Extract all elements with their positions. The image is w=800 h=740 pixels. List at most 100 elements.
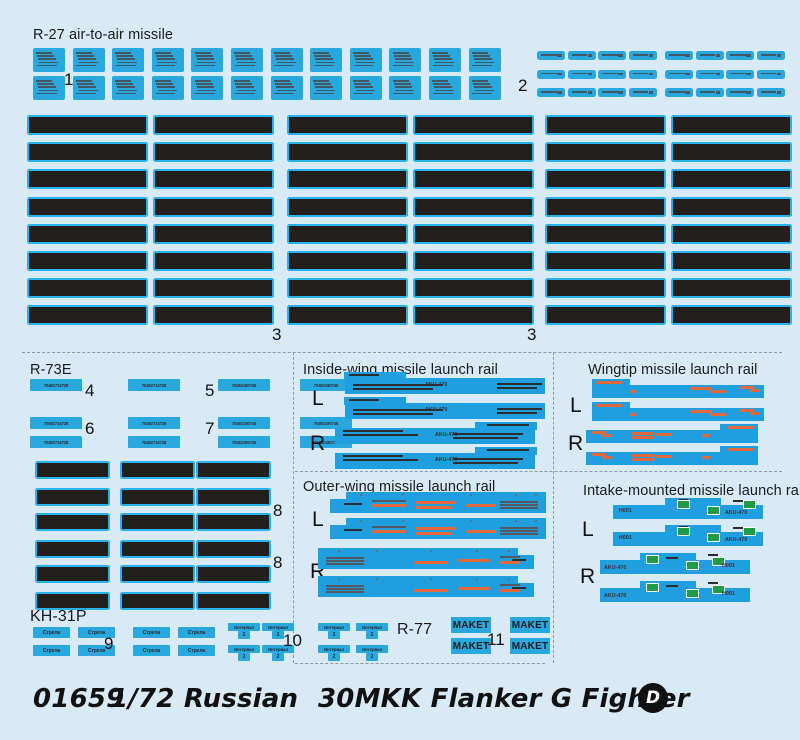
decal-maket: MAKET xyxy=(451,638,491,654)
rail-marking xyxy=(416,532,452,535)
decal-kh31p-tag: Стрела xyxy=(133,645,170,656)
rail-wingtip-left xyxy=(592,379,764,398)
decal-r27-stencil xyxy=(151,76,184,100)
rail-rivet xyxy=(430,578,432,580)
rail-label: AKU-470 xyxy=(425,382,448,388)
decal-r27-stripe xyxy=(628,69,657,79)
decal-black-stripe xyxy=(671,196,792,217)
rail-green-panel xyxy=(686,561,699,570)
rail-rivet xyxy=(338,550,340,552)
rail-marking xyxy=(353,413,433,415)
rail-intake-right: AKU-470 H001 xyxy=(600,553,750,574)
decal-kh31p-interval-tag: Интервал xyxy=(228,645,260,653)
decal-r27-stripe xyxy=(756,69,785,79)
rail-marking xyxy=(497,412,537,414)
decal-r27-stencil xyxy=(112,76,145,100)
rail-outer-wing-right xyxy=(318,576,534,597)
decal-black-stripe xyxy=(545,115,666,135)
decal-r73e-tag: 70492180745 xyxy=(300,417,352,429)
decal-black-stripe xyxy=(413,251,534,271)
rail-marking xyxy=(466,530,496,533)
group-number-8-b: 8 xyxy=(273,553,283,572)
decal-kh31p-tag: Стрела xyxy=(78,627,115,638)
decal-r73e-tag: 70492734728 xyxy=(30,379,82,391)
rail-marking xyxy=(500,556,520,558)
rail-rivet xyxy=(360,494,362,496)
decal-kh31p-interval-sub: 2 xyxy=(366,631,378,639)
decal-black-stripe xyxy=(35,513,110,531)
rail-outer-wing-left xyxy=(330,518,546,539)
group-number-5: 5 xyxy=(205,381,215,400)
rail-marking xyxy=(349,374,379,377)
rail-marking xyxy=(592,431,606,434)
decal-kh31p-interval-tag: Интервал xyxy=(262,623,294,631)
rail-marking xyxy=(740,386,754,389)
rail-marking xyxy=(466,504,496,507)
decal-black-stripe xyxy=(120,565,195,583)
label-wingtip-left: L xyxy=(570,394,582,417)
decal-r27-stripe xyxy=(695,88,724,97)
rail-marking xyxy=(708,582,718,584)
decal-black-stripe xyxy=(153,169,274,190)
decal-kh31p-interval-sub: 2 xyxy=(328,653,340,661)
rail-marking xyxy=(343,459,418,461)
rail-marking xyxy=(708,554,718,556)
rail-rivet xyxy=(535,520,537,522)
rail-marking xyxy=(344,529,362,531)
decal-r27-stencil xyxy=(231,48,263,72)
decal-r27-stripe xyxy=(567,69,596,79)
decal-black-stripe xyxy=(196,592,271,610)
section-header-r77: R-77 xyxy=(397,621,433,638)
rail-rivet xyxy=(470,520,472,522)
rail-marking xyxy=(458,587,490,590)
rail-marking xyxy=(326,563,364,565)
rail-marking xyxy=(666,557,678,559)
rail-marking xyxy=(453,433,523,435)
label-inside-wing-right: R xyxy=(310,432,326,455)
decal-black-stripe xyxy=(287,142,408,163)
decal-black-stripe xyxy=(413,169,534,190)
decal-r27-stencil xyxy=(33,76,65,100)
decal-r27-stencil xyxy=(151,48,184,72)
rail-marking xyxy=(728,426,754,429)
rail-marking xyxy=(710,390,726,393)
rail-marking xyxy=(500,561,520,564)
decal-r27-stripe xyxy=(695,51,724,60)
decal-r27-stripe xyxy=(598,51,626,60)
footer-title-bar: 01659 1/72 Russian 30MKK Flanker G Fight… xyxy=(0,668,800,740)
section-header-intake: Intake-mounted missile launch rail xyxy=(583,483,800,499)
rail-marking xyxy=(414,589,448,592)
rail-marking xyxy=(602,434,612,437)
rail-marking xyxy=(702,434,710,437)
rail-green-panel xyxy=(646,555,659,564)
footer-kit-number: 01659 xyxy=(33,684,125,714)
decal-black-stripe xyxy=(413,142,534,163)
section-header-wingtip: Wingtip missile launch rail xyxy=(588,362,758,378)
rail-outer-wing-right xyxy=(318,548,534,569)
divider-vertical-right xyxy=(553,352,554,663)
decal-r73e-tag: 70492734728 xyxy=(30,436,82,448)
rail-marking xyxy=(733,527,745,529)
rail-marking xyxy=(497,408,542,410)
decal-r27-stencil xyxy=(270,48,303,72)
decal-r27-stripe xyxy=(665,69,693,79)
rail-marking xyxy=(416,527,456,530)
rail-marking xyxy=(596,404,622,407)
rail-rivet xyxy=(515,520,517,522)
decal-black-stripe xyxy=(413,196,534,217)
decal-black-stripe xyxy=(196,565,271,583)
decal-black-stripe xyxy=(153,196,274,217)
rail-marking xyxy=(656,455,672,458)
divider-horizontal-middle xyxy=(295,471,782,472)
decal-black-stripe xyxy=(27,169,148,190)
decal-black-stripe xyxy=(27,196,148,217)
decal-kh31p-interval-tag: Интервал xyxy=(356,645,388,653)
rail-tab xyxy=(346,518,546,526)
rail-marking xyxy=(733,500,745,502)
rail-marking xyxy=(500,507,538,509)
rail-rivet xyxy=(508,550,510,552)
decal-r27-stripe xyxy=(537,51,565,60)
decal-kh31p-interval-sub: 2 xyxy=(366,653,378,661)
rail-marking xyxy=(458,559,490,562)
decal-r27-stencil xyxy=(191,76,224,100)
